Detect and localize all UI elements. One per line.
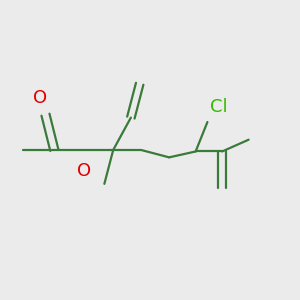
Text: O: O xyxy=(77,162,91,180)
Text: O: O xyxy=(33,89,47,107)
Text: Cl: Cl xyxy=(210,98,228,116)
